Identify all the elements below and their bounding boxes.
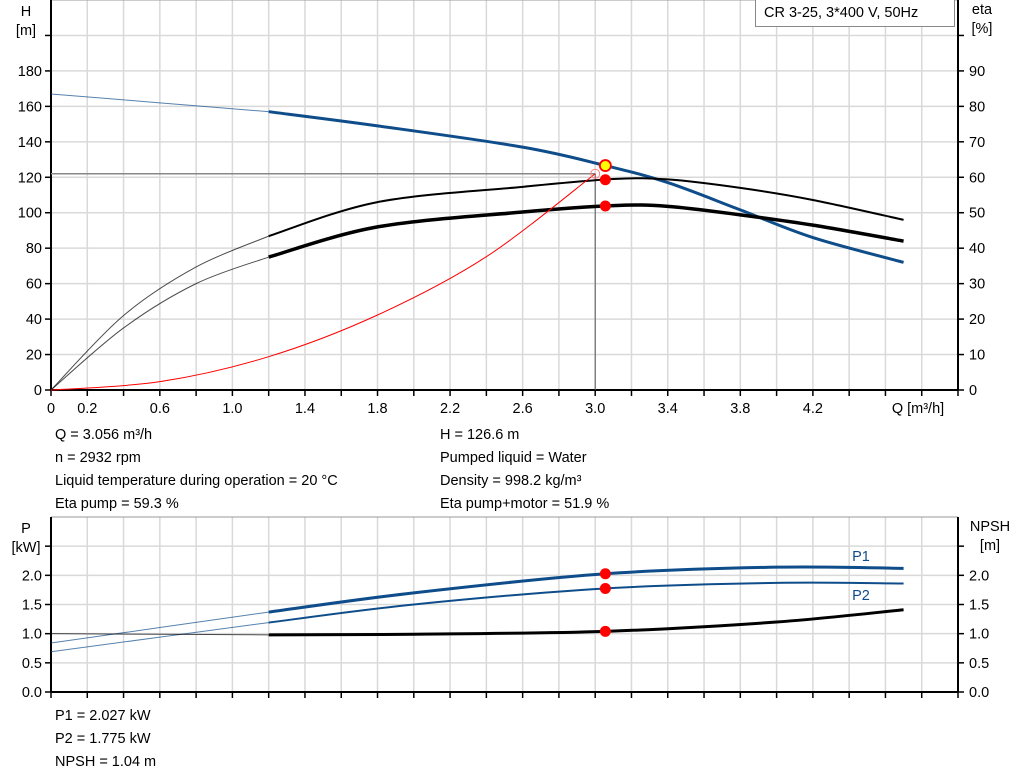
x-axis-label: Q [m³/h] [892,401,944,417]
y-right-tick-label: 80 [969,99,985,115]
duty-point-marker [590,168,601,179]
y-left-axis-unit: [kW] [12,540,41,556]
y-right-tick-label: 0 [969,383,977,399]
p2-line [268,581,904,624]
info-head: H = 126.6 m [440,427,520,443]
legend-box: CR 3-25, 3*400 V, 50Hz [755,0,955,27]
info-eta-pump-motor: Eta pump+motor = 51.9 % [440,496,610,512]
info-p1: P1 = 2.027 kW [55,708,151,724]
info-pumped-liquid: Pumped liquid = Water [440,450,587,466]
eta-pump-line-extrapolated [50,235,269,391]
info-liquid-temperature: Liquid temperature during operation = 20… [55,473,338,489]
y-right-tick-label: 0.5 [969,656,989,672]
x-tick-label: 1.8 [367,401,387,417]
p2-series-label: P2 [852,588,870,604]
info-top-left: Q = 3.056 m³/h n = 2932 rpm Liquid tempe… [55,424,338,516]
y-left-tick-label: 1.5 [22,598,42,614]
x-tick-label: 0 [47,401,55,417]
y-right-tick-label: 1.0 [969,627,989,643]
info-eta-pump: Eta pump = 59.3 % [55,496,179,512]
operating-point-marker [598,159,612,172]
y-left-tick-label: 20 [26,348,42,364]
p2-line-extrapolated [50,622,269,653]
y-right-tick-label: 40 [969,241,985,257]
info-flow: Q = 3.056 m³/h [55,427,153,443]
y-left-tick-label: 2.0 [22,568,42,584]
y-left-tick-label: 160 [18,99,42,115]
x-tick-label: 2.6 [513,401,533,417]
y-left-tick-label: 0 [34,383,42,399]
p2-marker [599,582,611,594]
y-left-tick-label: 120 [18,170,42,186]
info-p2: P2 = 1.775 kW [55,731,151,747]
npsh-line [268,608,904,637]
info-top-right: H = 126.6 m Pumped liquid = Water Densit… [440,424,609,516]
eta-pump-motor-line-extrapolated [50,256,269,391]
x-tick-label: 1.4 [295,401,315,417]
y-right-axis-unit: [%] [972,21,993,37]
p1-series-label: P1 [852,549,870,565]
info-bottom: P1 = 2.027 kW P2 = 1.775 kW NPSH = 1.04 … [55,705,156,774]
npsh-marker [599,625,611,637]
eta-pump-motor-line [268,203,904,259]
y-left-tick-label: 40 [26,312,42,328]
x-tick-label: 0.2 [77,401,97,417]
y-right-tick-label: 1.5 [969,598,989,614]
y-right-tick-label: 30 [969,277,985,293]
p1-line-extrapolated [50,611,269,644]
y-left-tick-label: 0.0 [22,685,42,701]
y-left-tick-label: 140 [18,135,42,151]
y-right-tick-label: 20 [969,312,985,328]
y-left-tick-label: 1.0 [22,627,42,643]
y-left-axis-unit: [m] [16,23,36,39]
y-left-tick-label: 180 [18,64,42,80]
npsh-line-extrapolated [50,633,269,636]
info-density: Density = 998.2 kg/m³ [440,473,582,489]
y-right-tick-label: 0.0 [969,685,989,701]
y-right-tick-label: 2.0 [969,568,989,584]
head-line-extrapolated [50,93,269,113]
p1-marker [599,568,611,580]
y-left-tick-label: 0.5 [22,656,42,672]
info-speed: n = 2932 rpm [55,450,141,466]
y-left-axis-label: H [21,4,31,20]
y-left-tick-label: 100 [18,206,42,222]
x-tick-label: 3.0 [585,401,605,417]
info-npsh: NPSH = 1.04 m [55,754,157,770]
y-right-tick-label: 90 [969,64,985,80]
y-right-axis-label: NPSH [970,519,1010,535]
x-tick-label: 1.0 [222,401,242,417]
system-line [50,173,596,391]
y-right-tick-label: 60 [969,170,985,186]
y-right-tick-label: 50 [969,206,985,222]
x-tick-label: 4.2 [803,401,823,417]
head-line [268,110,904,264]
eta-pump-marker [599,174,611,186]
x-tick-label: 0.6 [150,401,170,417]
y-left-axis-label: P [21,521,31,537]
x-tick-label: 2.2 [440,401,460,417]
y-right-tick-label: 70 [969,135,985,151]
eta-pump-line [268,177,904,238]
y-right-tick-label: 10 [969,348,985,364]
y-right-axis-unit: [m] [980,538,1000,554]
y-right-axis-label: eta [972,2,993,18]
y-left-tick-label: 80 [26,241,42,257]
x-tick-label: 3.8 [730,401,750,417]
eta-pump-motor-marker [599,200,611,212]
y-left-tick-label: 60 [26,277,42,293]
x-tick-label: 3.4 [658,401,678,417]
